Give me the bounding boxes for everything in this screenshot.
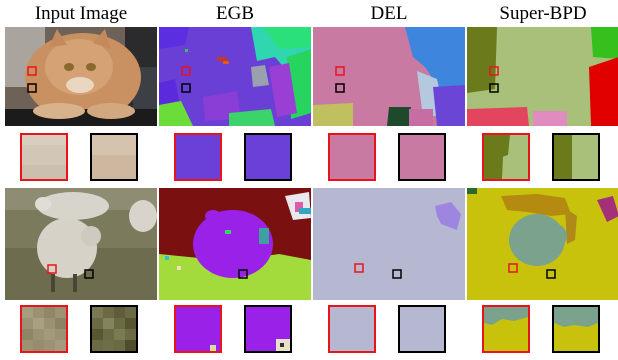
cat-input-zoom-red — [20, 133, 68, 181]
column-title-superbpd: Super-BPD — [499, 3, 587, 24]
egb-sheep-zoom-red — [174, 305, 222, 353]
cat-egb-segmentation — [159, 27, 311, 126]
column-title-egb: EGB — [216, 3, 254, 24]
sheep-input-image — [5, 188, 157, 300]
del-sheep-zoom-red — [328, 305, 376, 353]
superbpd-cat-zoom-red — [482, 133, 530, 181]
sheep-del-segmentation — [313, 188, 465, 300]
egb-cat-zoom-red — [174, 133, 222, 181]
sheep-superbpd-segmentation — [467, 188, 618, 300]
sheep-input-zoom-red — [20, 305, 68, 353]
cat-input-image — [5, 27, 157, 126]
del-cat-zoom-red — [328, 133, 376, 181]
egb-sheep-zoom-black — [244, 305, 292, 353]
egb-cat-zoom-black — [244, 133, 292, 181]
sheep-input-zoom-black — [90, 305, 138, 353]
del-cat-zoom-black — [398, 133, 446, 181]
superbpd-sheep-zoom-red — [482, 305, 530, 353]
column-title-input: Input Image — [34, 3, 128, 24]
cat-input-zoom-black — [90, 133, 138, 181]
del-sheep-zoom-black — [398, 305, 446, 353]
superbpd-cat-zoom-black — [552, 133, 600, 181]
superbpd-sheep-zoom-black — [552, 305, 600, 353]
cat-superbpd-segmentation — [467, 27, 618, 126]
sheep-egb-segmentation — [159, 188, 311, 300]
cat-del-segmentation — [313, 27, 465, 126]
column-title-del: DEL — [370, 3, 408, 24]
